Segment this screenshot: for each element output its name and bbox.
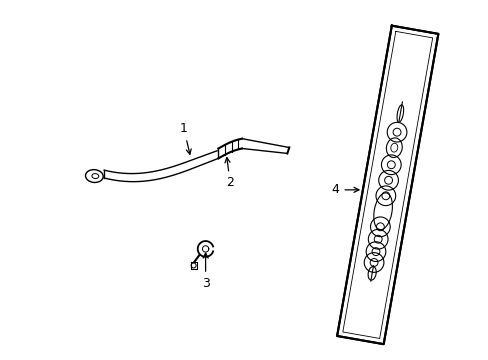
Text: 4: 4 [331, 183, 358, 196]
Text: 1: 1 [180, 122, 191, 154]
Polygon shape [218, 139, 242, 158]
Polygon shape [336, 26, 437, 344]
Text: 3: 3 [201, 253, 209, 290]
Text: 2: 2 [224, 158, 234, 189]
